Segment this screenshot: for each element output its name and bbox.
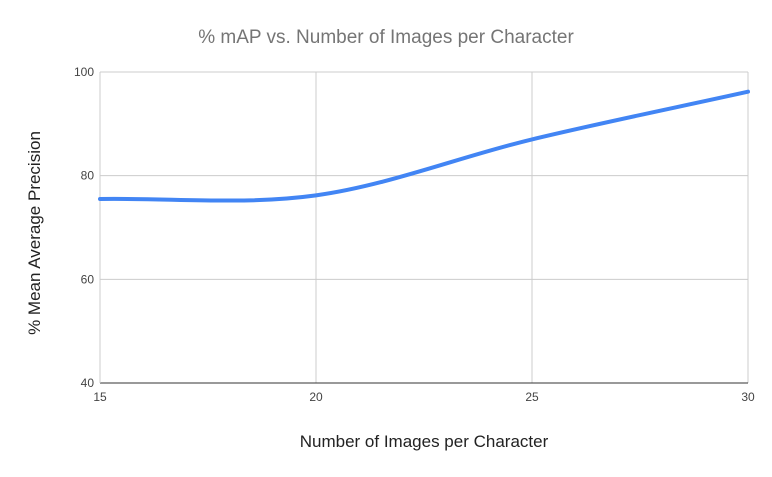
x-tick-label: 30 — [741, 390, 755, 404]
y-tick-label: 40 — [81, 376, 95, 390]
chart-title: % mAP vs. Number of Images per Character — [198, 27, 574, 48]
grid — [100, 71, 749, 383]
axes — [99, 72, 748, 384]
x-tick-label: 20 — [309, 390, 323, 404]
y-tick-label: 100 — [74, 65, 94, 79]
x-tick-label: 15 — [93, 390, 107, 404]
series-group — [98, 89, 750, 203]
y-axis-label: % Mean Average Precision — [25, 131, 44, 335]
x-tick-label: 25 — [525, 390, 539, 404]
y-tick-label: 60 — [81, 272, 95, 286]
y-tick-label: 80 — [81, 169, 95, 183]
x-axis-label: Number of Images per Character — [300, 432, 549, 451]
series-line — [98, 89, 750, 203]
